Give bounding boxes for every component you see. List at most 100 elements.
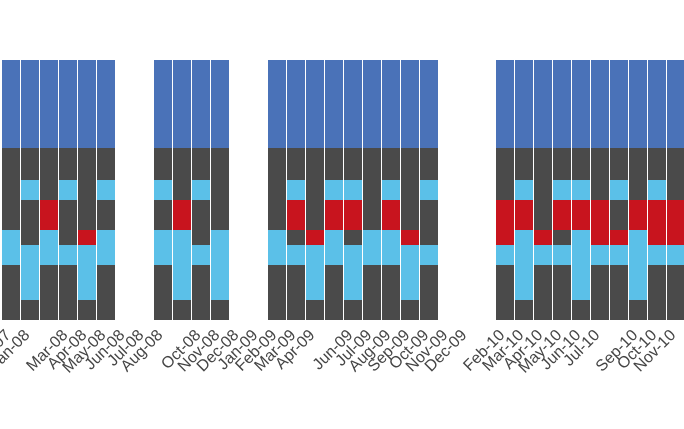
heatmap-cell	[401, 180, 419, 200]
heatmap-cell	[382, 200, 400, 230]
heatmap-cell	[97, 200, 115, 230]
heatmap-cell	[306, 200, 324, 230]
heatmap-cell	[59, 180, 77, 200]
heatmap-cell	[667, 200, 684, 230]
heatmap-cell	[2, 300, 20, 320]
heatmap-cell	[572, 200, 590, 230]
heatmap-cell	[534, 200, 552, 230]
heatmap-cell	[173, 60, 191, 148]
heatmap-cell	[515, 60, 533, 148]
heatmap-cell	[591, 230, 609, 245]
heatmap-cell	[287, 200, 305, 230]
heatmap-cell	[629, 60, 647, 148]
heatmap-cell	[534, 245, 552, 265]
heatmap-cell	[325, 230, 343, 245]
heatmap-cell	[591, 300, 609, 320]
heatmap-cell	[496, 230, 514, 245]
heatmap-cell	[325, 300, 343, 320]
heatmap-cell	[401, 148, 419, 180]
heatmap-cell	[211, 60, 229, 148]
heatmap-cell	[534, 60, 552, 148]
heatmap-cell	[97, 245, 115, 265]
heatmap-cell	[401, 230, 419, 245]
heatmap-cell	[78, 180, 96, 200]
heatmap-cell	[629, 148, 647, 180]
heatmap-cell	[173, 245, 191, 265]
heatmap-cell	[572, 148, 590, 180]
heatmap-cell	[97, 148, 115, 180]
heatmap-cell	[211, 148, 229, 180]
heatmap-cell	[59, 60, 77, 148]
heatmap-cell	[154, 300, 172, 320]
heatmap-cell	[363, 180, 381, 200]
heatmap-cell	[420, 230, 438, 245]
heatmap-cell	[287, 60, 305, 148]
heatmap-cell	[211, 200, 229, 230]
heatmap-cell	[78, 300, 96, 320]
heatmap-cell	[591, 60, 609, 148]
heatmap-cell	[629, 180, 647, 200]
heatmap-cell	[553, 180, 571, 200]
heatmap-cell	[59, 300, 77, 320]
heatmap-cell	[591, 200, 609, 230]
heatmap-cell	[572, 245, 590, 265]
heatmap-cell	[97, 265, 115, 300]
heatmap-cell	[553, 230, 571, 245]
heatmap-cell	[610, 245, 628, 265]
heatmap-cell	[173, 180, 191, 200]
heatmap-cell	[97, 60, 115, 148]
heatmap-cell	[363, 200, 381, 230]
heatmap-cell	[2, 148, 20, 180]
heatmap-cell	[629, 300, 647, 320]
heatmap-cell	[40, 60, 58, 148]
heatmap-cell	[173, 300, 191, 320]
heatmap-cell	[610, 180, 628, 200]
heatmap-cell	[325, 265, 343, 300]
heatmap-cell	[40, 200, 58, 230]
heatmap-cell	[154, 148, 172, 180]
heatmap-cell	[420, 300, 438, 320]
heatmap-cell	[268, 230, 286, 245]
heatmap-cell	[287, 265, 305, 300]
heatmap-cell	[21, 245, 39, 265]
heatmap-cell	[78, 230, 96, 245]
heatmap-cell	[363, 148, 381, 180]
heatmap-cell	[192, 200, 210, 230]
heatmap-cell	[667, 245, 684, 265]
heatmap-cell	[2, 245, 20, 265]
heatmap-cell	[192, 265, 210, 300]
heatmap-cell	[591, 180, 609, 200]
heatmap-cell	[610, 148, 628, 180]
heatmap-cell	[667, 300, 684, 320]
heatmap-cell	[154, 180, 172, 200]
heatmap-cell	[21, 148, 39, 180]
heatmap-cell	[268, 245, 286, 265]
heatmap-cell	[401, 60, 419, 148]
heatmap-cell	[78, 148, 96, 180]
heatmap-cell	[21, 230, 39, 245]
heatmap-cell	[21, 200, 39, 230]
heatmap-cell	[534, 180, 552, 200]
heatmap-cell	[268, 148, 286, 180]
heatmap-cell	[344, 60, 362, 148]
heatmap-cell	[344, 148, 362, 180]
heatmap-cell	[572, 180, 590, 200]
heatmap-cell	[306, 60, 324, 148]
heatmap-cell	[192, 245, 210, 265]
heatmap-cell	[382, 245, 400, 265]
heatmap-cell	[553, 148, 571, 180]
heatmap-cell	[78, 60, 96, 148]
heatmap-cell	[515, 230, 533, 245]
heatmap-cell	[306, 300, 324, 320]
heatmap-cell	[496, 245, 514, 265]
heatmap-cell	[496, 200, 514, 230]
heatmap-cell	[515, 245, 533, 265]
heatmap-cell	[496, 180, 514, 200]
heatmap-cell	[363, 245, 381, 265]
heatmap-cell	[268, 265, 286, 300]
heatmap-cell	[192, 60, 210, 148]
heatmap-cell	[363, 60, 381, 148]
heatmap-cell	[40, 245, 58, 265]
heatmap-cell	[382, 230, 400, 245]
heatmap-cell	[534, 148, 552, 180]
